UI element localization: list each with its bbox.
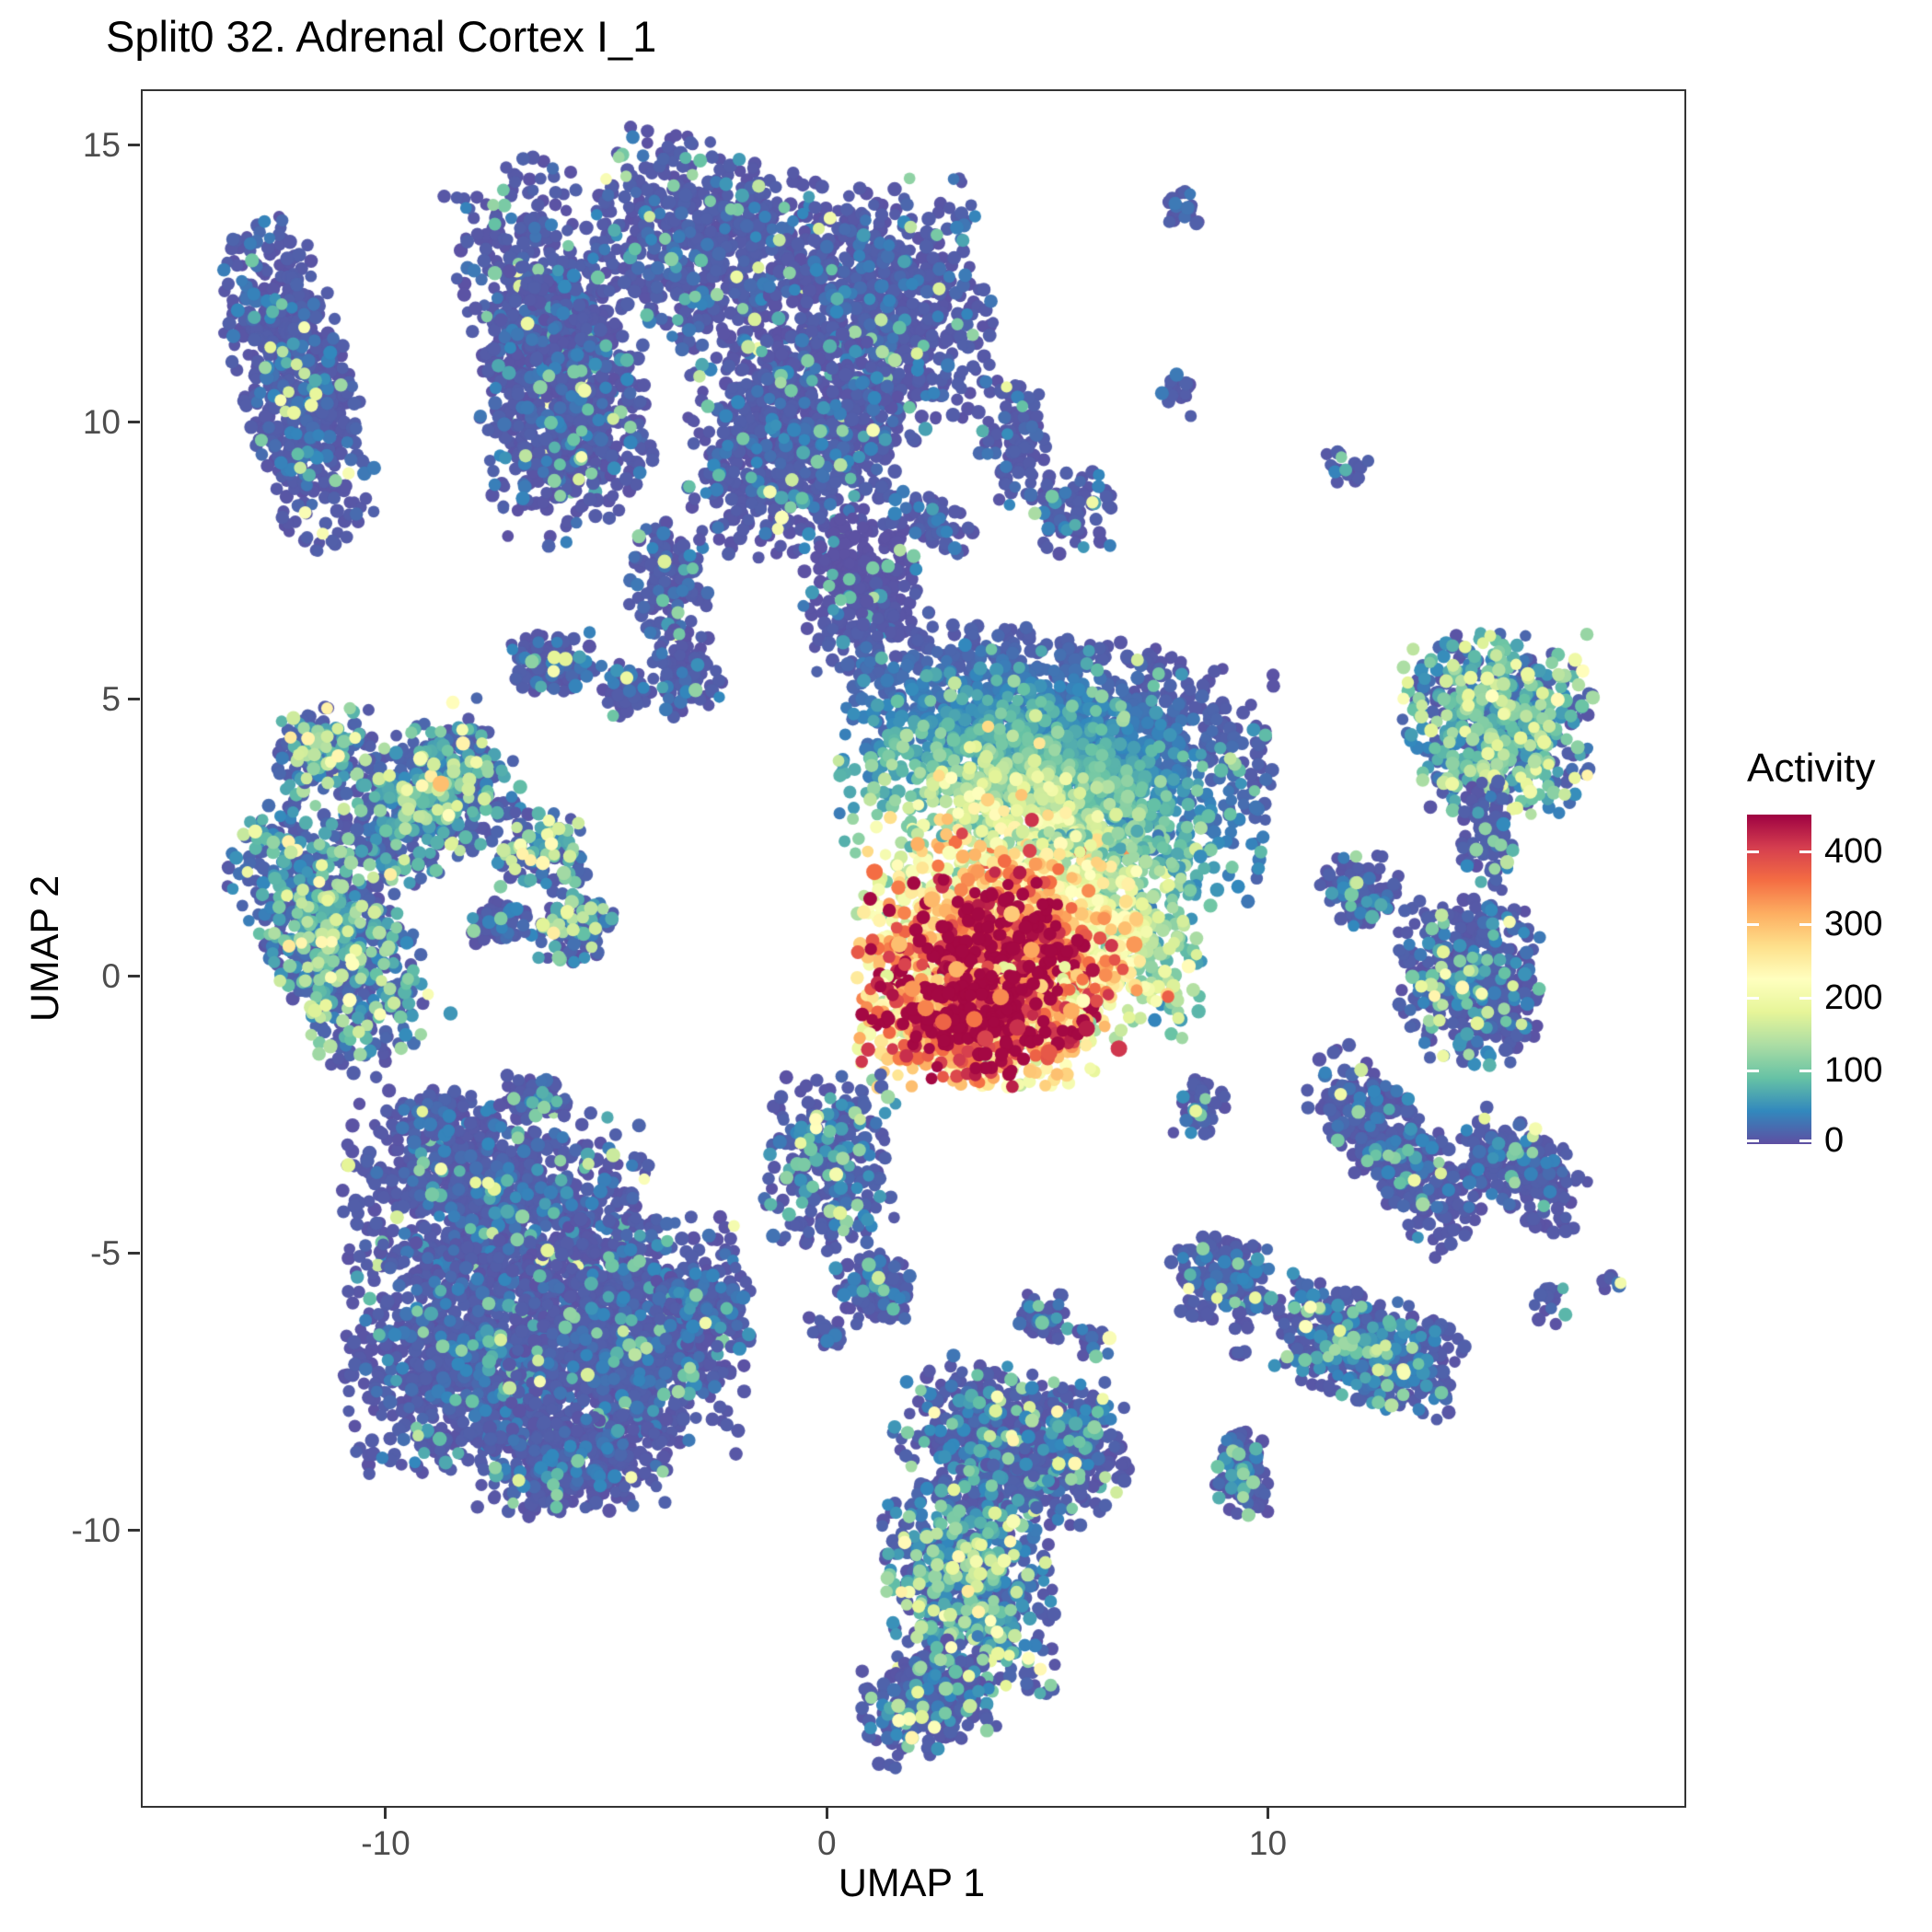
x-tick-label: 0 xyxy=(816,1824,837,1862)
y-tick-label: -5 xyxy=(90,1234,121,1273)
x-axis-title: UMAP 1 xyxy=(838,1861,986,1905)
colorbar-tick-mark xyxy=(1799,850,1811,853)
colorbar-tick-label: 100 xyxy=(1824,1051,1883,1091)
colorbar-tick-mark xyxy=(1799,1070,1811,1073)
y-tick-label: 5 xyxy=(101,680,121,719)
legend: Activity 0 100 200 300 400 xyxy=(1740,746,1928,1169)
y-tick-mark xyxy=(128,143,140,146)
colorbar-tick-mark xyxy=(1799,996,1811,1000)
colorbar-tick-label: 0 xyxy=(1824,1121,1845,1160)
y-tick-mark xyxy=(128,1251,140,1255)
y-tick-mark xyxy=(128,420,140,423)
x-tick-mark xyxy=(384,1807,388,1819)
colorbar-tick-mark xyxy=(1747,996,1759,1000)
colorbar-tick-mark xyxy=(1799,1140,1811,1142)
colorbar-tick-label: 300 xyxy=(1824,905,1883,944)
colorbar-tick-label: 400 xyxy=(1824,831,1883,871)
y-axis-title: UMAP 2 xyxy=(23,874,67,1023)
x-tick-mark xyxy=(1266,1807,1269,1819)
plot-title: Split0 32. Adrenal Cortex I_1 xyxy=(106,12,657,61)
colorbar-tick-mark xyxy=(1747,1070,1759,1073)
colorbar-tick-mark xyxy=(1747,1140,1759,1142)
y-tick-label: -10 xyxy=(71,1511,121,1550)
legend-title: Activity xyxy=(1747,746,1876,791)
y-tick-label: 10 xyxy=(82,403,121,442)
y-tick-mark xyxy=(128,697,140,700)
y-tick-label: 15 xyxy=(82,126,121,165)
colorbar-tick-mark xyxy=(1747,850,1759,853)
scatter-points-canvas xyxy=(143,91,1684,1806)
colorbar-tick-label: 200 xyxy=(1824,978,1883,1017)
colorbar-tick-mark xyxy=(1799,923,1811,927)
x-tick-mark xyxy=(825,1807,828,1819)
y-tick-label: 0 xyxy=(101,957,121,996)
colorbar-tick-mark xyxy=(1747,923,1759,927)
plot-panel xyxy=(141,89,1686,1808)
x-tick-label: -10 xyxy=(361,1824,411,1862)
x-tick-label: 10 xyxy=(1248,1824,1288,1862)
y-tick-mark xyxy=(128,974,140,978)
legend-colorbar xyxy=(1747,815,1811,1144)
y-tick-mark xyxy=(128,1528,140,1532)
